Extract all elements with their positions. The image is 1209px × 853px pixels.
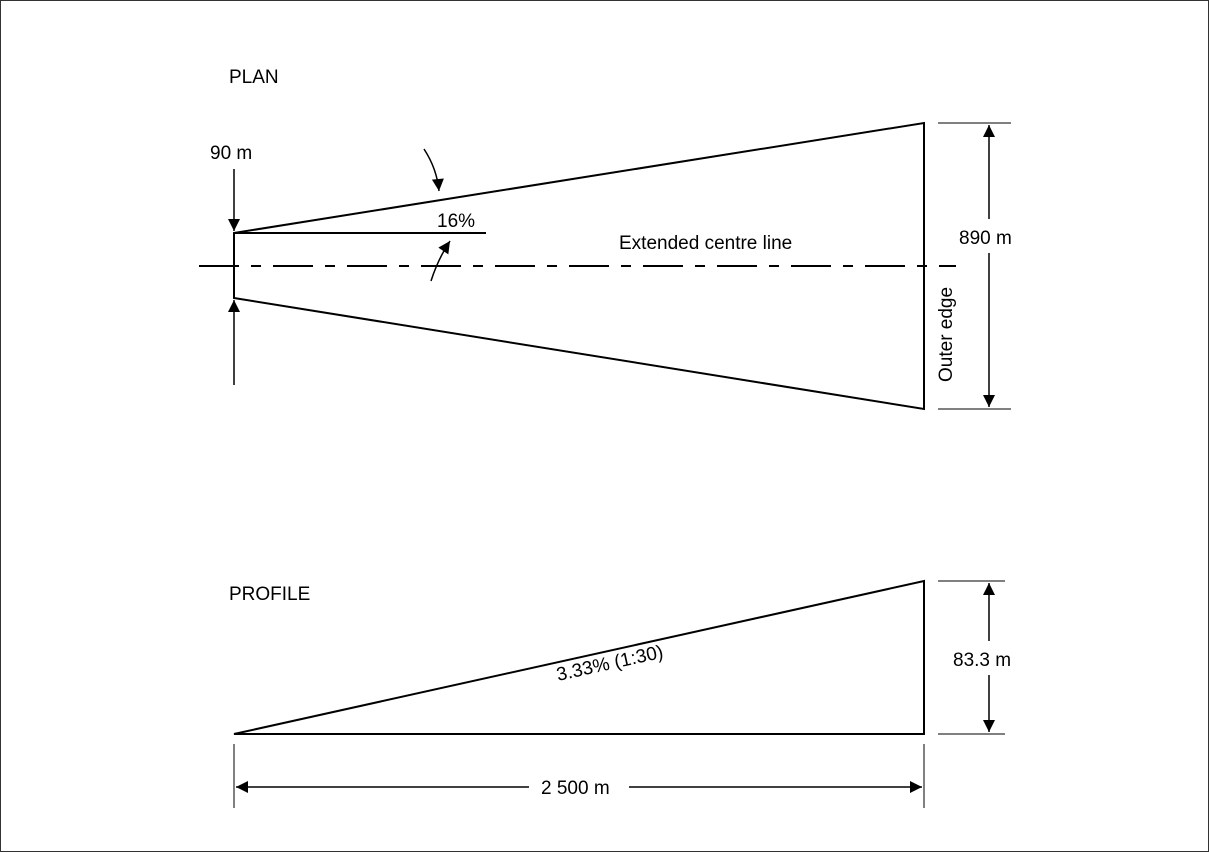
length-label: 2 500 m <box>541 778 610 799</box>
profile-title: PROFILE <box>229 584 310 605</box>
centre-line-label: Extended centre line <box>619 233 792 254</box>
profile-view: PROFILE 3.33% (1:30) 83.3 m 2 500 m <box>229 579 1011 808</box>
slope-label: 3.33% (1:30) <box>555 642 666 686</box>
divergence-label: 16% <box>437 211 475 232</box>
divergence-arrow-upper <box>423 148 444 192</box>
plan-title: PLAN <box>229 67 279 88</box>
height-label: 83.3 m <box>953 650 1011 671</box>
profile-slope-outline <box>233 579 925 735</box>
outer-edge-label: Outer edge <box>936 287 957 382</box>
approach-surface-outline <box>233 121 925 411</box>
outer-width-label: 890 m <box>959 228 1012 249</box>
inner-width-label: 90 m <box>210 143 252 164</box>
plan-view: PLAN Extended centre line 90 m 16% 890 m… <box>199 67 1012 411</box>
divergence-arrow-lower <box>430 240 451 282</box>
